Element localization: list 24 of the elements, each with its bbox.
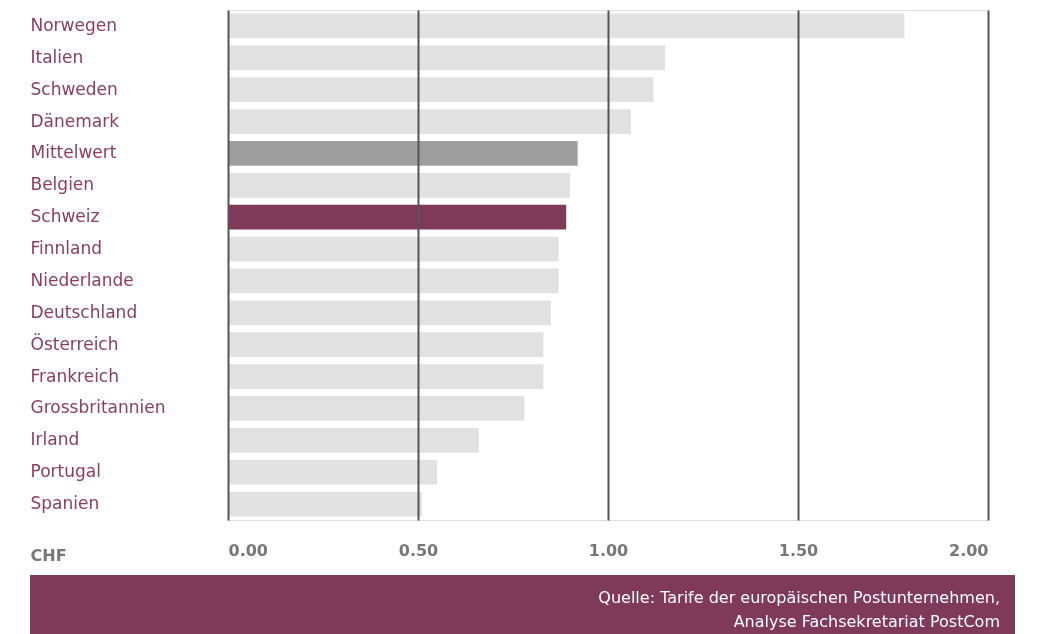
y-tick-label: Schweden: [30, 78, 118, 99]
y-tick-label: Niederlande: [30, 269, 134, 290]
x-axis-title: CHF: [30, 545, 67, 565]
x-tick-label: 1.00: [588, 540, 629, 560]
y-tick-label: Mittelwert: [30, 142, 117, 163]
y-tick-label: Irland: [30, 429, 80, 450]
y-tick-label: Dänemark: [30, 110, 120, 131]
x-tick-label: 0.50: [398, 540, 439, 560]
y-tick-label: Norwegen: [30, 14, 117, 35]
y-tick-label: Schweiz: [30, 206, 100, 227]
y-tick-label: Österreich: [30, 332, 119, 354]
x-tick-label: 0.00: [228, 540, 268, 560]
y-tick-label: Spanien: [30, 493, 100, 514]
y-tick-label: Frankreich: [30, 365, 119, 386]
y-tick-label: Portugal: [30, 461, 101, 482]
y-tick-label: Finnland: [30, 238, 103, 259]
y-tick-label: Italien: [30, 46, 84, 67]
source-note: Quelle: Tarife der europäischen Postunternehmen,: [598, 588, 1000, 607]
y-tick-label: Grossbritannien: [30, 397, 166, 418]
y-tick-label: Deutschland: [30, 301, 138, 322]
x-tick-label: 1.50: [778, 540, 819, 560]
x-tick-label: 2.00: [949, 540, 989, 560]
text: Analyse Fachsekretariat PostCom: [733, 612, 1000, 631]
y-tick-label: Belgien: [30, 174, 95, 195]
